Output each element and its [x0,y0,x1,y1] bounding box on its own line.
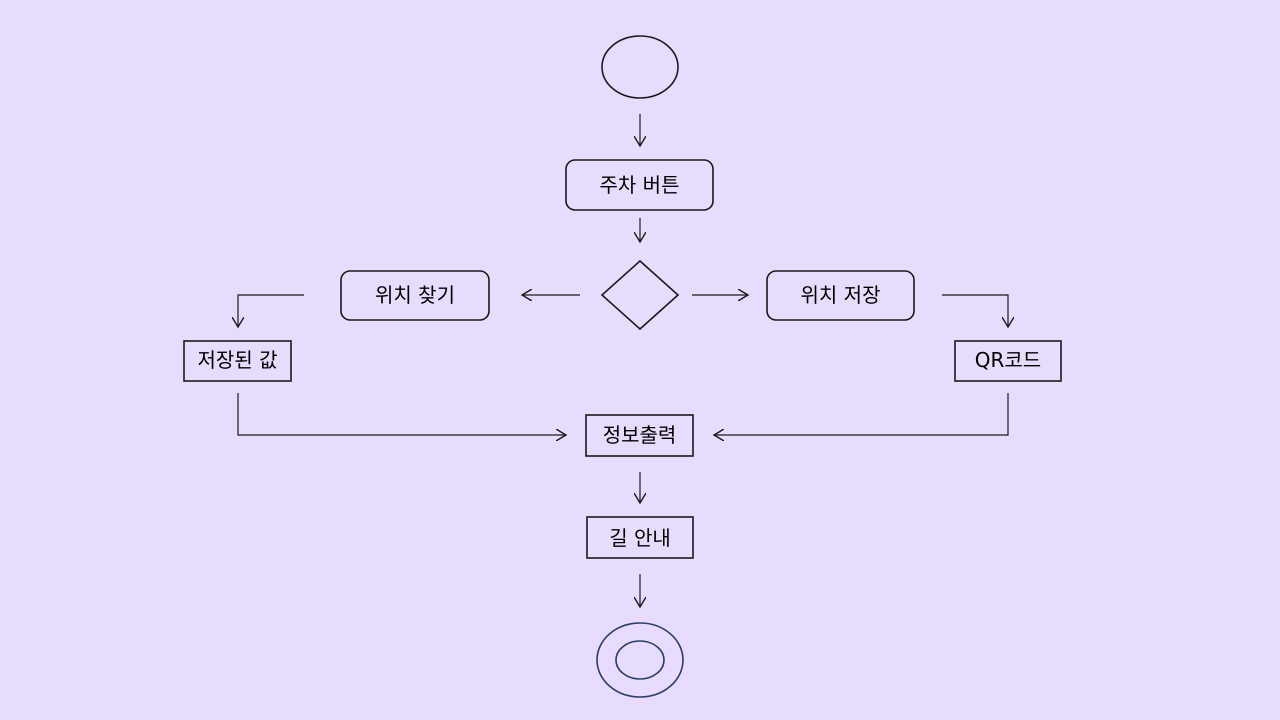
end-node-inner [615,640,665,680]
qr-code-node [954,340,1062,382]
arrow-find-to-saved [238,294,304,327]
parking-button-node [565,159,714,211]
arrow-saved-to-info [237,393,566,435]
save-location-label: 위치 저장 [801,283,881,307]
info-output-label: 정보출력 [603,423,677,447]
parking-button-label: 주차 버튼 [600,173,680,197]
end-node-outer [596,622,684,698]
navigation-label: 길 안내 [609,526,671,550]
start-node [601,35,679,99]
arrow-qr-to-info [714,393,1009,435]
arrow-save-to-qr [942,294,1008,327]
qr-code-label: QR코드 [975,348,1041,372]
saved-value-label: 저장된 값 [198,348,278,372]
decision-node [600,259,680,331]
info-output-node [585,414,694,457]
save-location-node [766,270,915,321]
saved-value-node [183,340,292,382]
find-location-label: 위치 찾기 [375,283,455,307]
find-location-node [340,270,490,321]
navigation-node [586,516,694,559]
